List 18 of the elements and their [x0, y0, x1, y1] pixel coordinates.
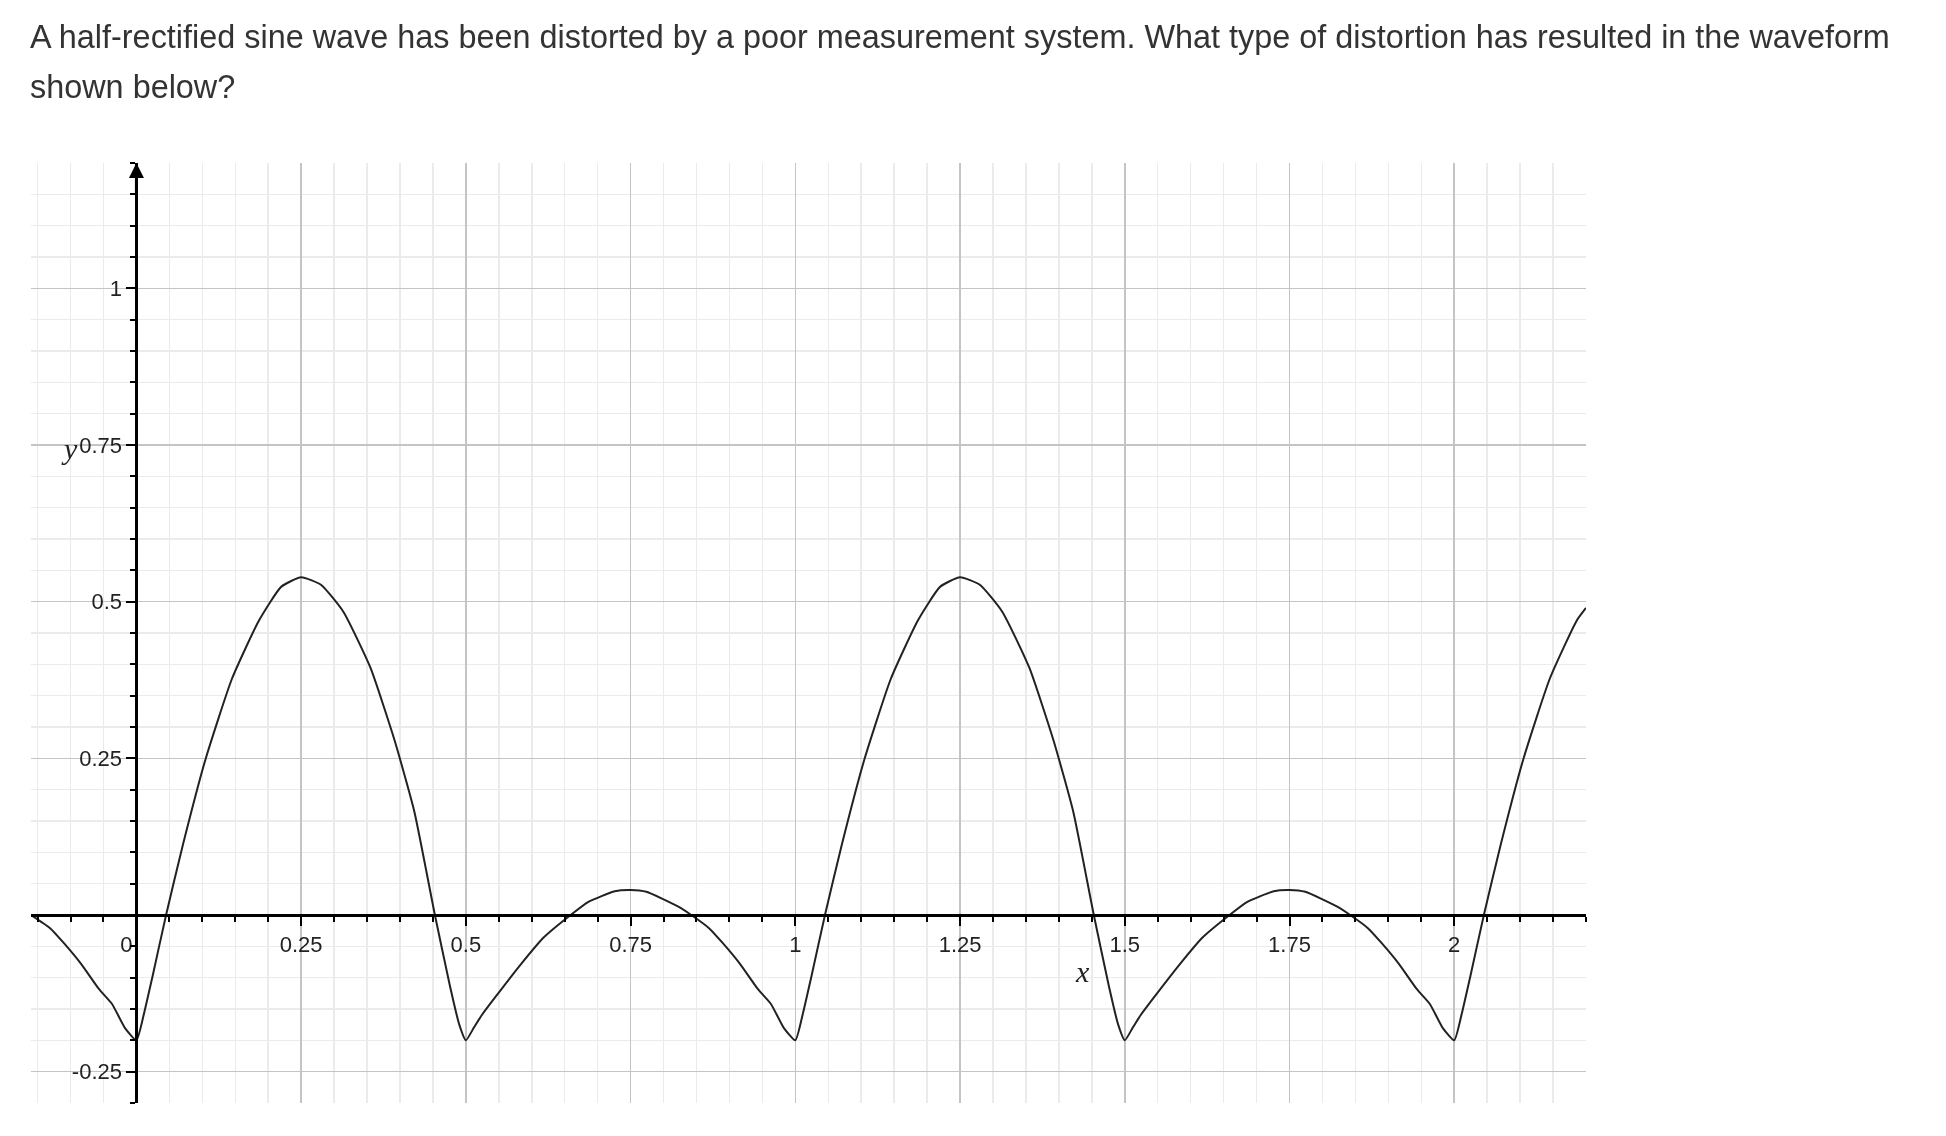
x-tick-label: 1.25	[938, 932, 982, 958]
y-tick-label: -0.25	[71, 1059, 123, 1085]
x-tick-label: 1	[789, 932, 802, 958]
y-axis-title: y	[61, 432, 78, 465]
y-tick-label: 0.5	[91, 589, 123, 615]
y-tick-label: 0.25	[79, 746, 123, 772]
x-tick-label: 1.75	[1268, 932, 1311, 958]
x-tick-label: 0.75	[609, 932, 653, 958]
x-tick-label: 1.5	[1109, 932, 1141, 958]
x-axis-title: x	[1075, 955, 1090, 988]
line-series	[31, 576, 1586, 1042]
y-tick-label: 1	[109, 276, 123, 302]
y-tick-label: 0.75	[79, 432, 123, 458]
chart-title: A half-rectified sine wave has been distorted by a poor measurement system. What type of distortion has resulted in the waveform shown below?	[30, 18, 1891, 107]
x-tick-label: 2	[1448, 932, 1461, 958]
x-tick-label: 0	[120, 932, 133, 958]
x-tick-label: 0.25	[279, 932, 323, 958]
x-tick-label: 0.5	[450, 932, 482, 958]
